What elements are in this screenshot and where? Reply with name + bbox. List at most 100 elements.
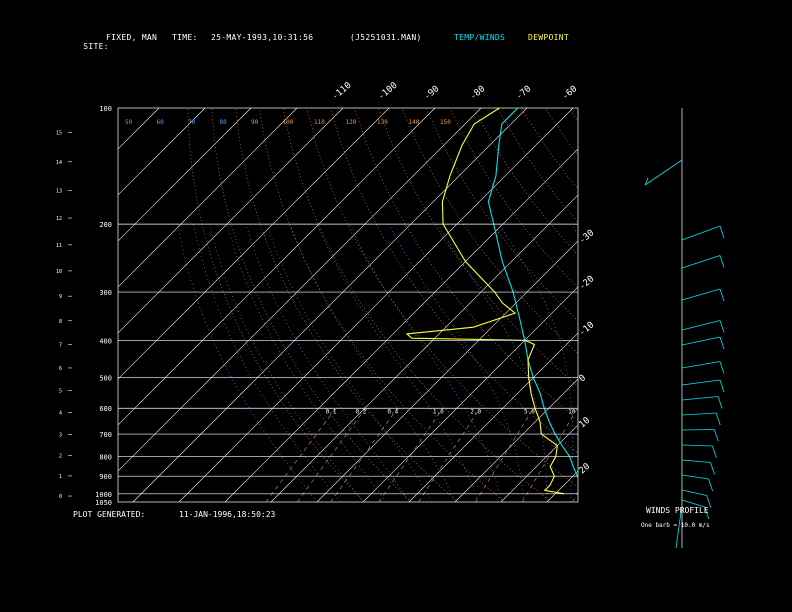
- isotherm-line: [500, 424, 578, 502]
- wind-barb: [675, 504, 683, 549]
- wind-barb: [681, 489, 707, 496]
- isotherm-line: [118, 108, 298, 288]
- isotherm-line: [118, 108, 436, 426]
- moist-adiabat: [616, 224, 648, 502]
- mixing-ratio-label: 20: [615, 409, 623, 416]
- isotherm-line: [178, 108, 574, 502]
- moist-adiabat: [498, 223, 573, 502]
- site-label: SITE:: [83, 42, 109, 51]
- wind-barb: [681, 412, 717, 416]
- moist-adiabat: [177, 224, 318, 502]
- wind-barb: [681, 459, 711, 463]
- dry-adiabat: [425, 108, 578, 322]
- height-label: 13: [56, 188, 62, 194]
- theta-label: 140: [409, 119, 420, 126]
- wind-barb: [681, 320, 721, 331]
- height-label: 3: [59, 432, 62, 438]
- mixing-ratio-label: 0.4: [387, 409, 398, 416]
- dry-adiabat: [664, 108, 792, 502]
- isotherm-line: [546, 470, 578, 502]
- height-label: 12: [56, 216, 62, 222]
- dry-adiabat: [330, 108, 578, 454]
- isotherm-line: [731, 108, 792, 502]
- dry-adiabat: [187, 108, 365, 502]
- pressure-label: 500: [99, 375, 112, 383]
- mixing-ratio-line: [418, 408, 481, 502]
- dry-adiabat: [235, 108, 459, 502]
- plot-generated-label: PLOT GENERATED:: [73, 510, 146, 519]
- wind-barb-flag: [717, 396, 723, 409]
- wind-barb: [644, 159, 683, 186]
- plot-frame: [117, 107, 579, 503]
- pressure-label: 1000: [95, 491, 112, 499]
- wind-barb-flag: [644, 177, 649, 186]
- wind-barb-flag: [704, 506, 710, 520]
- height-label: 2: [59, 453, 62, 459]
- dry-adiabat: [354, 108, 578, 421]
- moist-adiabat: [639, 224, 702, 502]
- mixing-ratio-label: 5.0: [524, 409, 535, 416]
- isotherm-line: [118, 108, 390, 380]
- dry-adiabat: [497, 108, 578, 223]
- dry-adiabat: [616, 108, 792, 502]
- height-label: 1: [59, 474, 62, 480]
- theta-label: 110: [314, 119, 325, 126]
- isotherm-line: [454, 378, 578, 502]
- wind-barb: [681, 396, 719, 401]
- isotherm-line: [639, 108, 792, 502]
- site-value: FIXED, MAN: [106, 33, 158, 42]
- moist-adiabat: [193, 224, 341, 502]
- theta-label: 80: [220, 119, 228, 126]
- dewpoint-line: [405, 108, 565, 495]
- mixing-ratio-line: [378, 408, 443, 502]
- dry-adiabat: [401, 108, 578, 354]
- wind-barb: [681, 361, 721, 369]
- isotherm-label-top: -70: [515, 84, 534, 102]
- isotherm-label-top: -60: [561, 84, 580, 102]
- pressure-label: 600: [99, 405, 112, 413]
- header-bar: SITE:: [73, 33, 109, 51]
- mixing-ratio-label: 0.2: [355, 409, 366, 416]
- wind-barb: [681, 474, 709, 480]
- dry-adiabat: [449, 108, 578, 289]
- theta-label: 150: [440, 119, 451, 126]
- isotherm-label-right: 20: [578, 462, 593, 477]
- moist-adiabat: [209, 224, 364, 502]
- wind-barb: [681, 225, 721, 241]
- winds-profile-title: WINDS PROFILE: [646, 506, 709, 515]
- wind-barb-flag: [719, 320, 725, 333]
- mixing-ratio-line: [475, 408, 534, 502]
- dry-adiabat: [544, 108, 578, 156]
- dry-adiabat: [377, 108, 578, 387]
- winds-profile-note: One barb = 10.0 m/s: [641, 522, 710, 529]
- dry-adiabat: [640, 108, 792, 502]
- legend-dewpoint: DEWPOINT: [528, 33, 569, 42]
- isotherm-label-top: -110: [331, 81, 354, 103]
- moist-adiabat: [572, 223, 578, 237]
- dry-adiabat: [282, 108, 552, 502]
- moist-adiabat: [289, 223, 456, 502]
- wind-barb-flag: [710, 462, 715, 475]
- dry-adiabat: [520, 108, 578, 190]
- pressure-label: 900: [99, 473, 112, 481]
- wind-barb: [681, 336, 721, 346]
- theta-label: 130: [377, 119, 388, 126]
- isotherm-line: [316, 240, 578, 502]
- wind-barb-flag: [713, 429, 719, 442]
- isotherm-label-right: 10: [578, 416, 593, 431]
- isotherm-line: [132, 108, 528, 502]
- height-label: 7: [59, 343, 62, 349]
- file-name: (J5251031.MAN): [350, 33, 422, 42]
- moist-adiabat: [437, 223, 548, 502]
- isotherm-line: [408, 332, 578, 502]
- isotherm-line: [118, 108, 206, 196]
- wind-barb-flag: [708, 478, 713, 492]
- wind-barb: [681, 499, 705, 508]
- theta-label: 70: [188, 119, 196, 126]
- isotherm-label-top: -80: [469, 84, 488, 102]
- theta-label: 50: [125, 119, 133, 126]
- height-label: 11: [56, 243, 62, 249]
- wind-barb: [681, 444, 713, 447]
- isotherm-line: [362, 286, 578, 502]
